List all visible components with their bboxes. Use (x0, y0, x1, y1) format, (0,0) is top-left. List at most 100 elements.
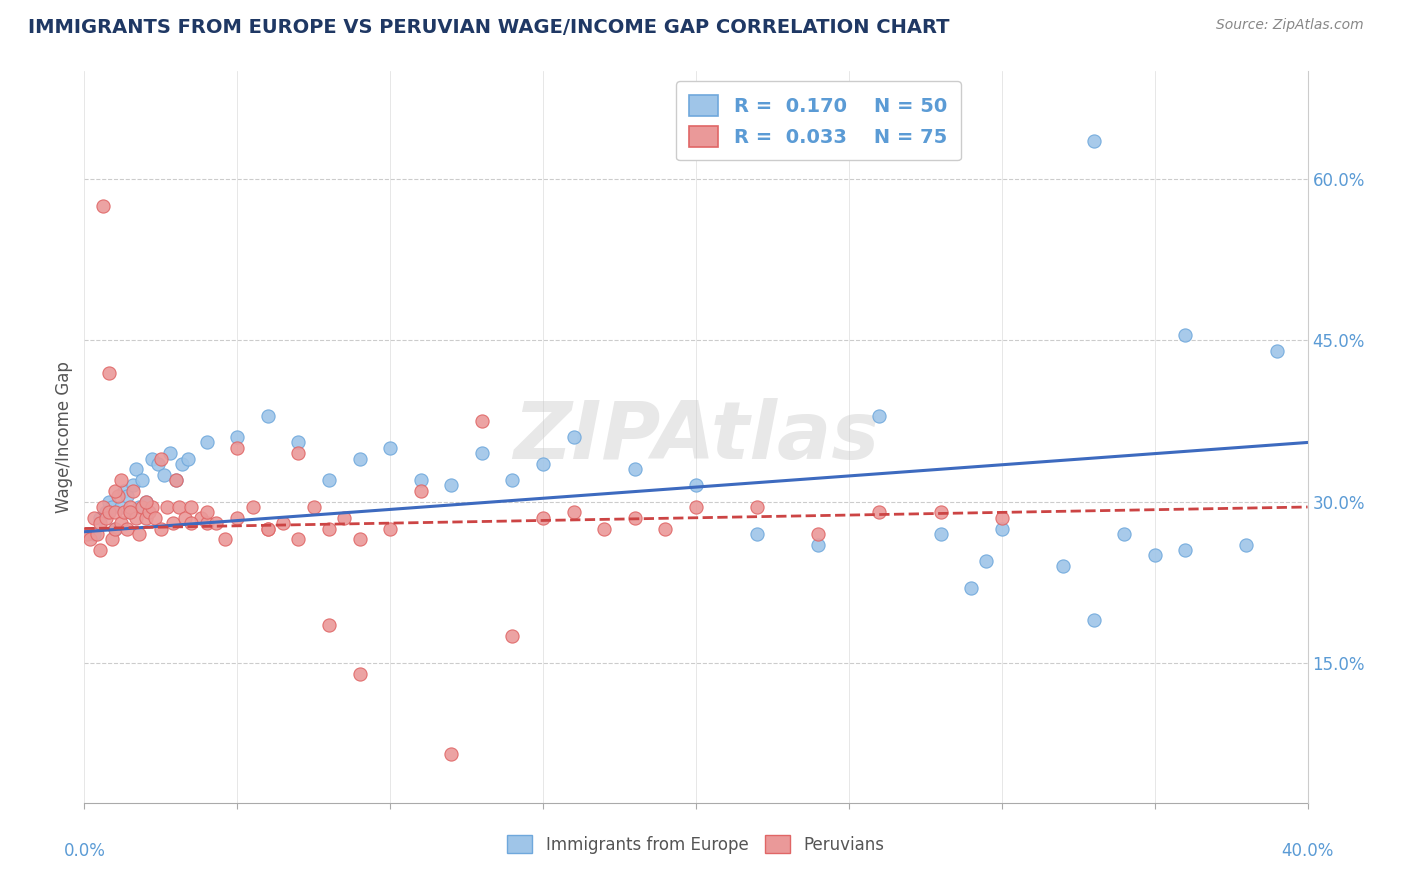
Point (120, 505, 142, 519)
Point (195, 505, 218, 519)
Point (94, 510, 117, 524)
Point (440, 478, 463, 492)
Point (131, 500, 153, 514)
Point (91, 199, 114, 213)
Text: IMMIGRANTS FROM EUROPE VS PERUVIAN WAGE/INCOME GAP CORRELATION CHART: IMMIGRANTS FROM EUROPE VS PERUVIAN WAGE/… (28, 18, 949, 37)
Point (242, 500, 264, 514)
Point (138, 505, 160, 519)
Point (562, 505, 585, 519)
Point (409, 483, 432, 498)
Text: Source: ZipAtlas.com: Source: ZipAtlas.com (1216, 18, 1364, 32)
Point (226, 510, 249, 524)
Point (195, 516, 218, 530)
Point (125, 462, 148, 476)
Point (156, 500, 179, 514)
Point (174, 510, 197, 524)
Point (929, 505, 952, 519)
Point (115, 521, 138, 535)
Point (83, 510, 105, 524)
Point (531, 510, 554, 524)
Point (257, 521, 280, 535)
Point (89, 516, 111, 530)
Point (107, 489, 129, 503)
Point (807, 538, 830, 552)
Point (624, 510, 647, 524)
Point (1236, 538, 1258, 552)
Point (257, 521, 280, 535)
Text: 40.0%: 40.0% (1281, 842, 1334, 860)
Point (128, 527, 150, 541)
Point (104, 521, 127, 535)
Point (89, 543, 111, 558)
Point (91, 500, 114, 514)
Point (167, 500, 190, 514)
Point (226, 441, 249, 455)
Point (991, 521, 1014, 535)
Point (104, 521, 127, 535)
Point (562, 430, 585, 444)
Point (83, 527, 105, 541)
Point (869, 409, 891, 423)
Point (195, 435, 218, 450)
Point (120, 505, 142, 519)
Point (624, 462, 647, 476)
Point (122, 478, 145, 492)
Point (302, 500, 325, 514)
Point (593, 521, 616, 535)
Point (318, 521, 340, 535)
Point (214, 533, 236, 547)
Point (747, 527, 769, 541)
Point (104, 483, 127, 498)
Point (654, 521, 676, 535)
Text: ZIPAtlas: ZIPAtlas (513, 398, 879, 476)
Point (1174, 543, 1197, 558)
Point (76, 527, 98, 541)
Point (257, 409, 280, 423)
Point (1114, 527, 1136, 541)
Legend: Immigrants from Europe, Peruvians: Immigrants from Europe, Peruvians (501, 829, 891, 860)
Point (141, 500, 163, 514)
Point (165, 473, 187, 487)
Point (471, 446, 494, 460)
Point (349, 451, 371, 466)
Point (135, 494, 157, 508)
Point (110, 473, 132, 487)
Point (685, 500, 707, 514)
Point (149, 521, 172, 535)
Point (226, 430, 249, 444)
Point (976, 554, 998, 568)
Point (190, 510, 212, 524)
Point (159, 446, 181, 460)
Point (153, 467, 176, 482)
Point (929, 527, 952, 541)
Point (135, 494, 157, 508)
Point (318, 618, 340, 632)
Point (146, 457, 169, 471)
Text: 0.0%: 0.0% (63, 842, 105, 860)
Point (141, 451, 163, 466)
Point (94, 505, 117, 519)
Point (287, 446, 309, 460)
Point (1265, 344, 1288, 359)
Point (271, 516, 294, 530)
Y-axis label: Wage/Income Gap: Wage/Income Gap (55, 361, 73, 513)
Point (287, 435, 309, 450)
Point (122, 483, 145, 498)
Point (125, 510, 148, 524)
Point (110, 516, 132, 530)
Point (101, 533, 124, 547)
Point (115, 489, 138, 503)
Point (991, 510, 1014, 524)
Point (349, 666, 371, 681)
Point (172, 457, 194, 471)
Point (440, 747, 463, 762)
Point (287, 533, 309, 547)
Point (318, 473, 340, 487)
Point (502, 629, 524, 643)
Point (131, 473, 153, 487)
Point (165, 473, 187, 487)
Point (135, 510, 157, 524)
Point (380, 441, 402, 455)
Point (502, 473, 524, 487)
Point (104, 505, 127, 519)
